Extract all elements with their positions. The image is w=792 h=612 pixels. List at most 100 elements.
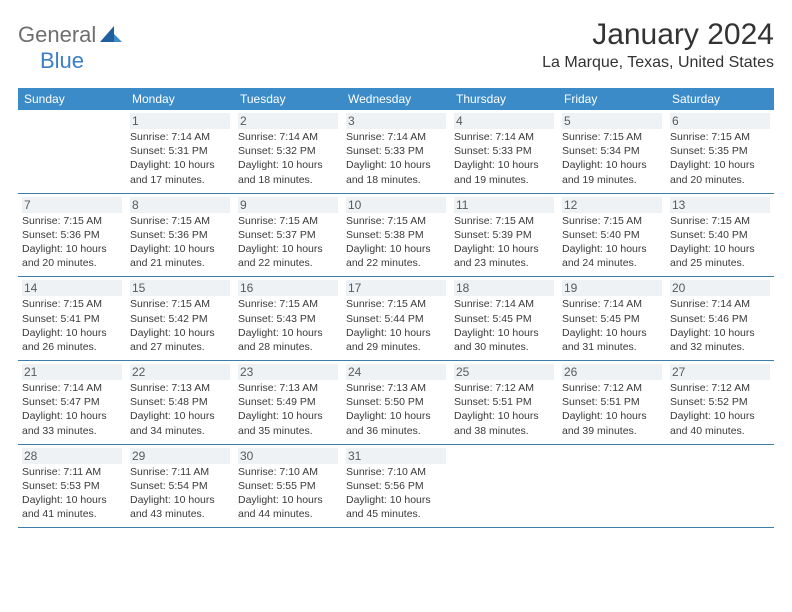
day-cell: 1Sunrise: 7:14 AMSunset: 5:31 PMDaylight… [126,110,234,193]
day-cell: 16Sunrise: 7:15 AMSunset: 5:43 PMDayligh… [234,277,342,360]
sunset-text: Sunset: 5:53 PM [22,479,122,493]
sunset-text: Sunset: 5:34 PM [562,144,662,158]
daylight-text-1: Daylight: 10 hours [130,158,230,172]
sunset-text: Sunset: 5:47 PM [22,395,122,409]
day-number: 21 [22,364,122,380]
day-info: Sunrise: 7:15 AMSunset: 5:40 PMDaylight:… [562,214,662,271]
day-cell: 12Sunrise: 7:15 AMSunset: 5:40 PMDayligh… [558,194,666,277]
logo: General [18,22,124,48]
sunrise-text: Sunrise: 7:15 AM [238,297,338,311]
sunrise-text: Sunrise: 7:10 AM [346,465,446,479]
logo-sail-icon [100,24,122,47]
day-cell: 9Sunrise: 7:15 AMSunset: 5:37 PMDaylight… [234,194,342,277]
sunrise-text: Sunrise: 7:14 AM [238,130,338,144]
daylight-text-1: Daylight: 10 hours [346,242,446,256]
sunrise-text: Sunrise: 7:13 AM [346,381,446,395]
sunset-text: Sunset: 5:43 PM [238,312,338,326]
day-cell: 23Sunrise: 7:13 AMSunset: 5:49 PMDayligh… [234,361,342,444]
sunset-text: Sunset: 5:32 PM [238,144,338,158]
day-cell: 13Sunrise: 7:15 AMSunset: 5:40 PMDayligh… [666,194,774,277]
day-cell: 30Sunrise: 7:10 AMSunset: 5:55 PMDayligh… [234,445,342,528]
day-info: Sunrise: 7:15 AMSunset: 5:36 PMDaylight:… [22,214,122,271]
day-number: 10 [346,197,446,213]
sunset-text: Sunset: 5:54 PM [130,479,230,493]
sunset-text: Sunset: 5:48 PM [130,395,230,409]
sunset-text: Sunset: 5:41 PM [22,312,122,326]
sunset-text: Sunset: 5:46 PM [670,312,770,326]
daylight-text-2: and 40 minutes. [670,424,770,438]
sunset-text: Sunset: 5:45 PM [454,312,554,326]
day-info: Sunrise: 7:11 AMSunset: 5:54 PMDaylight:… [130,465,230,522]
daylight-text-1: Daylight: 10 hours [346,158,446,172]
daylight-text-1: Daylight: 10 hours [22,493,122,507]
day-number: 29 [130,448,230,464]
daylight-text-1: Daylight: 10 hours [562,409,662,423]
day-info: Sunrise: 7:10 AMSunset: 5:55 PMDaylight:… [238,465,338,522]
day-cell [450,445,558,528]
day-cell: 10Sunrise: 7:15 AMSunset: 5:38 PMDayligh… [342,194,450,277]
day-number: 25 [454,364,554,380]
daylight-text-1: Daylight: 10 hours [130,242,230,256]
daylight-text-2: and 18 minutes. [238,173,338,187]
day-cell [18,110,126,193]
day-cell: 2Sunrise: 7:14 AMSunset: 5:32 PMDaylight… [234,110,342,193]
daylight-text-2: and 31 minutes. [562,340,662,354]
sunset-text: Sunset: 5:37 PM [238,228,338,242]
daylight-text-2: and 17 minutes. [130,173,230,187]
daylight-text-2: and 38 minutes. [454,424,554,438]
day-info: Sunrise: 7:15 AMSunset: 5:39 PMDaylight:… [454,214,554,271]
day-info: Sunrise: 7:15 AMSunset: 5:35 PMDaylight:… [670,130,770,187]
daylight-text-2: and 41 minutes. [22,507,122,521]
weekday-header-cell: Saturday [666,88,774,110]
daylight-text-2: and 32 minutes. [670,340,770,354]
daylight-text-2: and 19 minutes. [454,173,554,187]
weekday-header-cell: Thursday [450,88,558,110]
day-cell: 14Sunrise: 7:15 AMSunset: 5:41 PMDayligh… [18,277,126,360]
day-cell: 24Sunrise: 7:13 AMSunset: 5:50 PMDayligh… [342,361,450,444]
sunset-text: Sunset: 5:33 PM [454,144,554,158]
sunrise-text: Sunrise: 7:13 AM [238,381,338,395]
weeks-container: 1Sunrise: 7:14 AMSunset: 5:31 PMDaylight… [18,110,774,528]
day-number: 22 [130,364,230,380]
sunset-text: Sunset: 5:52 PM [670,395,770,409]
sunrise-text: Sunrise: 7:15 AM [22,214,122,228]
day-number: 27 [670,364,770,380]
daylight-text-2: and 20 minutes. [22,256,122,270]
sunrise-text: Sunrise: 7:15 AM [22,297,122,311]
daylight-text-1: Daylight: 10 hours [22,242,122,256]
day-cell [558,445,666,528]
day-number: 31 [346,448,446,464]
sunset-text: Sunset: 5:40 PM [670,228,770,242]
weekday-header-cell: Sunday [18,88,126,110]
sunrise-text: Sunrise: 7:15 AM [130,297,230,311]
day-info: Sunrise: 7:15 AMSunset: 5:38 PMDaylight:… [346,214,446,271]
sunset-text: Sunset: 5:44 PM [346,312,446,326]
month-title: January 2024 [542,18,774,52]
day-cell: 4Sunrise: 7:14 AMSunset: 5:33 PMDaylight… [450,110,558,193]
location: La Marque, Texas, United States [542,54,774,72]
sunrise-text: Sunrise: 7:13 AM [130,381,230,395]
day-info: Sunrise: 7:12 AMSunset: 5:51 PMDaylight:… [562,381,662,438]
day-cell: 18Sunrise: 7:14 AMSunset: 5:45 PMDayligh… [450,277,558,360]
daylight-text-1: Daylight: 10 hours [130,409,230,423]
sunrise-text: Sunrise: 7:14 AM [454,297,554,311]
sunrise-text: Sunrise: 7:15 AM [346,214,446,228]
sunset-text: Sunset: 5:31 PM [130,144,230,158]
day-cell: 11Sunrise: 7:15 AMSunset: 5:39 PMDayligh… [450,194,558,277]
daylight-text-2: and 24 minutes. [562,256,662,270]
sunset-text: Sunset: 5:36 PM [130,228,230,242]
day-cell: 19Sunrise: 7:14 AMSunset: 5:45 PMDayligh… [558,277,666,360]
day-number: 6 [670,113,770,129]
daylight-text-2: and 21 minutes. [130,256,230,270]
day-info: Sunrise: 7:13 AMSunset: 5:50 PMDaylight:… [346,381,446,438]
sunrise-text: Sunrise: 7:10 AM [238,465,338,479]
day-number: 8 [130,197,230,213]
sunrise-text: Sunrise: 7:11 AM [22,465,122,479]
sunrise-text: Sunrise: 7:15 AM [454,214,554,228]
daylight-text-1: Daylight: 10 hours [454,409,554,423]
sunrise-text: Sunrise: 7:11 AM [130,465,230,479]
day-cell: 21Sunrise: 7:14 AMSunset: 5:47 PMDayligh… [18,361,126,444]
daylight-text-2: and 43 minutes. [130,507,230,521]
day-cell: 7Sunrise: 7:15 AMSunset: 5:36 PMDaylight… [18,194,126,277]
weekday-header-cell: Tuesday [234,88,342,110]
